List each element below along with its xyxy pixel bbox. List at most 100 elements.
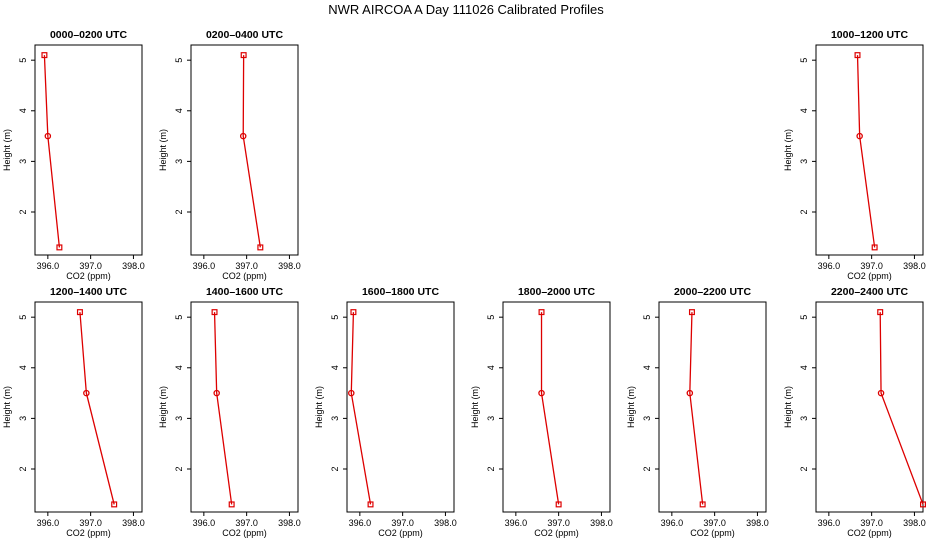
- x-tick-label: 398.0: [122, 261, 145, 271]
- y-tick-label: 5: [799, 58, 809, 63]
- y-tick-label: 4: [486, 365, 496, 370]
- y-axis-label: Height (m): [2, 386, 12, 428]
- data-point: [699, 501, 706, 508]
- x-tick-label: 397.0: [860, 518, 883, 528]
- y-tick-label: 2: [18, 466, 28, 471]
- data-point: [239, 132, 247, 140]
- data-point: [538, 389, 545, 397]
- y-tick-label: 5: [642, 315, 652, 320]
- profile-line: [350, 312, 372, 505]
- profile-panel: 1800–2000 UTC 396.0 397.0 398.0 2 3 4 5 CO2 (ppm…: [470, 286, 613, 538]
- y-tick-label: 3: [642, 416, 652, 421]
- panel-title: 1200–1400 UTC: [50, 286, 127, 298]
- panel-title: 2200–2400 UTC: [831, 286, 908, 298]
- profile-panel: 0000–0200 UTC 396.0 397.0 398.0 2 3 4 5 CO2 (ppm…: [2, 29, 145, 281]
- figure-title: NWR AIRCOA A Day 111026 Calibrated Profi…: [328, 2, 604, 17]
- y-tick-label: 2: [174, 209, 184, 214]
- data-point: [83, 389, 90, 397]
- data-point: [686, 389, 694, 397]
- y-tick-label: 3: [174, 416, 184, 421]
- x-tick-label: 397.0: [860, 261, 883, 271]
- x-axis-label: CO2 (ppm): [847, 271, 892, 281]
- data-point: [856, 132, 863, 140]
- x-tick-label: 396.0: [661, 518, 684, 528]
- profile-line: [856, 55, 876, 248]
- plot-frame: [346, 301, 455, 513]
- profile-line: [242, 55, 261, 248]
- data-point: [555, 501, 562, 508]
- plot-frame: [34, 301, 143, 513]
- x-tick-label: 397.0: [79, 518, 102, 528]
- y-tick-label: 5: [174, 315, 184, 320]
- x-tick-label: 398.0: [903, 518, 926, 528]
- y-tick-label: 4: [18, 365, 28, 370]
- y-tick-label: 3: [174, 159, 184, 164]
- data-point: [877, 309, 884, 316]
- data-point: [854, 52, 861, 59]
- x-tick-label: 396.0: [37, 261, 60, 271]
- y-axis-label: Height (m): [626, 386, 636, 428]
- profile-panel: 2200–2400 UTC 396.0 397.0 398.0 2 3 4 5 CO2 (ppm…: [783, 286, 926, 538]
- y-axis-label: Height (m): [314, 386, 324, 428]
- x-tick-label: 397.0: [703, 518, 726, 528]
- x-tick-label: 398.0: [278, 518, 301, 528]
- data-point: [211, 309, 218, 316]
- profile-panel: 1200–1400 UTC 396.0 397.0 398.0 2 3 4 5 CO2 (ppm…: [2, 286, 145, 538]
- x-tick-label: 396.0: [37, 518, 60, 528]
- x-tick-label: 398.0: [278, 261, 301, 271]
- plot-frame: [190, 44, 299, 256]
- x-tick-label: 397.0: [79, 261, 102, 271]
- data-point: [111, 501, 118, 508]
- profile-panel: 2000–2200 UTC 396.0 397.0 398.0 2 3 4 5 CO2 (ppm…: [626, 286, 769, 538]
- x-axis-label: CO2 (ppm): [378, 528, 423, 538]
- x-tick-label: 398.0: [122, 518, 145, 528]
- profile-line: [879, 312, 924, 505]
- x-axis-label: CO2 (ppm): [534, 528, 579, 538]
- data-point: [919, 501, 926, 508]
- panel-title: 2000–2200 UTC: [674, 286, 751, 298]
- plot-frame: [34, 44, 143, 256]
- y-axis-label: Height (m): [783, 386, 793, 428]
- y-tick-label: 4: [174, 365, 184, 370]
- y-tick-label: 4: [799, 365, 809, 370]
- y-tick-label: 2: [642, 466, 652, 471]
- y-tick-label: 3: [18, 416, 28, 421]
- y-tick-label: 5: [18, 315, 28, 320]
- profile-line: [213, 312, 233, 505]
- x-axis-label: CO2 (ppm): [66, 528, 111, 538]
- data-point: [348, 389, 355, 397]
- y-tick-label: 4: [174, 108, 184, 113]
- panel-title: 1600–1800 UTC: [362, 286, 439, 298]
- panel-grid: 0000–0200 UTC 396.0 397.0 398.0 2 3 4 5 CO2 (ppm…: [2, 29, 926, 538]
- x-tick-label: 397.0: [235, 518, 258, 528]
- profile-line: [540, 312, 560, 505]
- data-point: [213, 389, 220, 397]
- profile-line: [43, 55, 61, 248]
- data-point: [56, 244, 63, 251]
- y-tick-label: 2: [799, 466, 809, 471]
- y-axis-label: Height (m): [2, 129, 12, 171]
- x-tick-label: 396.0: [818, 518, 841, 528]
- plot-frame: [190, 301, 299, 513]
- profile-panel: 1000–1200 UTC 396.0 397.0 398.0 2 3 4 5 CO2 (ppm…: [783, 29, 926, 281]
- x-tick-label: 398.0: [434, 518, 457, 528]
- profile-line: [689, 312, 704, 505]
- y-tick-label: 4: [18, 108, 28, 113]
- y-tick-label: 3: [799, 416, 809, 421]
- y-tick-label: 3: [18, 159, 28, 164]
- y-tick-label: 5: [486, 315, 496, 320]
- x-tick-label: 398.0: [746, 518, 769, 528]
- y-axis-label: Height (m): [158, 386, 168, 428]
- data-point: [228, 501, 235, 508]
- data-point: [41, 52, 48, 59]
- data-point: [538, 309, 545, 316]
- x-tick-label: 397.0: [391, 518, 414, 528]
- y-tick-label: 5: [174, 58, 184, 63]
- data-point: [257, 244, 264, 251]
- y-tick-label: 3: [799, 159, 809, 164]
- y-tick-label: 4: [330, 365, 340, 370]
- data-point: [688, 309, 695, 316]
- panel-title: 0000–0200 UTC: [50, 29, 127, 41]
- y-tick-label: 2: [18, 209, 28, 214]
